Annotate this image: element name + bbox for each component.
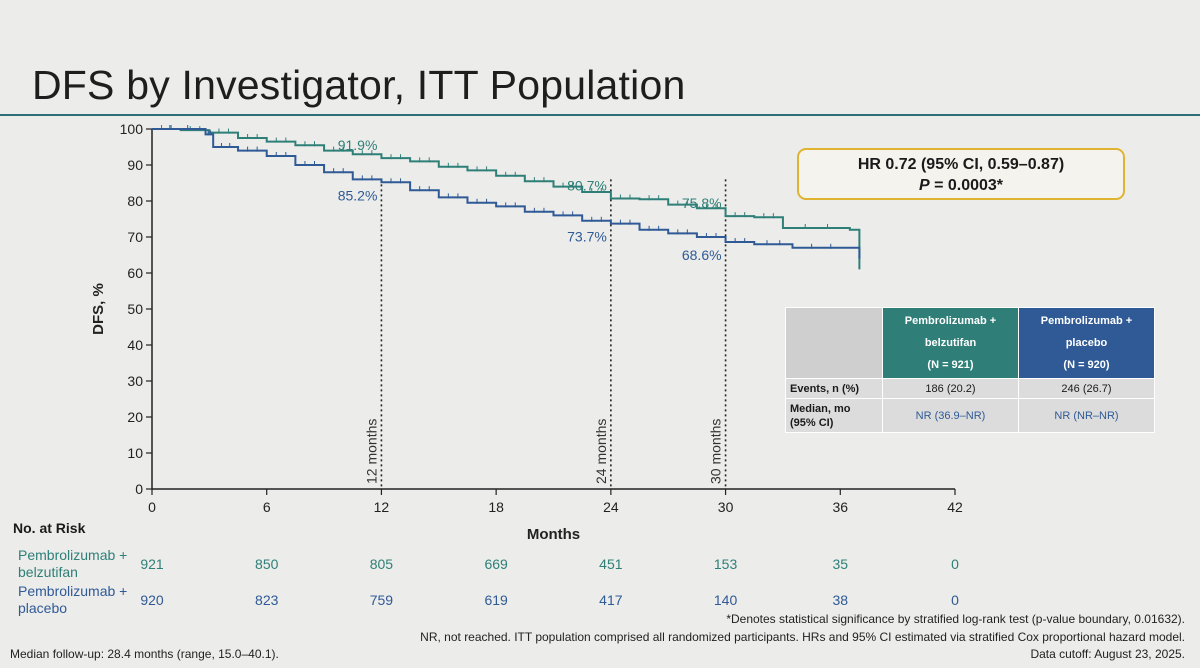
- median-label: Median, mo (95% CI): [785, 398, 883, 433]
- header-placebo: Pembrolizumab + placebo (N = 920): [1018, 307, 1155, 379]
- x-tick-label: 18: [488, 499, 504, 515]
- y-tick-label: 40: [127, 337, 143, 353]
- median-belzutifan: NR (36.9–NR): [882, 398, 1019, 433]
- at-risk-value: 38: [832, 592, 848, 608]
- table-corner: [785, 307, 883, 379]
- median-placebo: NR (NR–NR): [1018, 398, 1155, 433]
- at-risk-value: 0: [951, 592, 959, 608]
- footnote-significance: *Denotes statistical significance by str…: [726, 612, 1185, 626]
- at-risk-label-belzutifan: Pembrolizumab + belzutifan: [18, 547, 128, 580]
- title-rule: [0, 114, 1200, 116]
- y-axis-label: DFS, %: [90, 283, 107, 335]
- slide-title: DFS by Investigator, ITT Population: [32, 62, 686, 108]
- survival-rate-label: 73.7%: [567, 229, 607, 245]
- survival-rate-label: 68.6%: [682, 247, 722, 263]
- y-tick-label: 80: [127, 193, 143, 209]
- y-tick-label: 10: [127, 445, 143, 461]
- at-risk-title: No. at Risk: [13, 520, 86, 536]
- at-risk-value: 35: [832, 556, 848, 572]
- at-risk-values: 921 850 805 669 451 153 35 0 920 823 759 619 417 140 3…: [140, 556, 959, 608]
- at-risk-value: 451: [599, 556, 623, 572]
- y-tick-label: 50: [127, 301, 143, 317]
- survival-curve-belzutifan: [152, 128, 861, 270]
- y-tick-label: 100: [120, 121, 144, 137]
- y-tick-label: 60: [127, 265, 143, 281]
- at-risk-value: 921: [140, 556, 164, 572]
- at-risk-value: 619: [484, 592, 508, 608]
- x-tick-label: 24: [603, 499, 619, 515]
- stats-table: Pembrolizumab + belzutifan (N = 921) Pem…: [785, 307, 1155, 433]
- at-risk-value: 153: [714, 556, 738, 572]
- at-risk-value: 0: [951, 556, 959, 572]
- y-tick-label: 20: [127, 409, 143, 425]
- footnote-nr: NR, not reached. ITT population comprise…: [420, 630, 1185, 644]
- x-axis-label: Months: [527, 526, 580, 543]
- reference-line-label: 24 months: [593, 419, 609, 484]
- x-tick-label: 42: [947, 499, 963, 515]
- at-risk-value: 805: [370, 556, 394, 572]
- x-tick-label: 30: [718, 499, 734, 515]
- footnote-followup: Median follow-up: 28.4 months (range, 15…: [10, 647, 279, 661]
- survival-rate-label: 85.2%: [338, 187, 378, 203]
- x-tick-label: 6: [263, 499, 271, 515]
- p-value-line: P = 0.0003*: [918, 177, 1004, 194]
- survival-rate-label: 91.9%: [338, 137, 378, 153]
- curve-annotations: 91.9% 85.2% 80.7% 73.7% 75.8% 68.6%: [338, 137, 722, 263]
- reference-line-label: 12 months: [363, 419, 379, 484]
- y-tick-label: 0: [135, 481, 143, 497]
- at-risk-value: 823: [255, 592, 279, 608]
- at-risk-value: 140: [714, 592, 738, 608]
- events-placebo: 246 (26.7): [1018, 378, 1155, 399]
- at-risk-label-placebo: Pembrolizumab + placebo: [18, 583, 128, 616]
- reference-line-label: 30 months: [708, 419, 724, 484]
- header-belzutifan: Pembrolizumab + belzutifan (N = 921): [882, 307, 1019, 379]
- at-risk-value: 417: [599, 592, 623, 608]
- hr-line: HR 0.72 (95% CI, 0.59–0.87): [857, 156, 1065, 173]
- y-tick-label: 90: [127, 157, 143, 173]
- at-risk-value: 850: [255, 556, 279, 572]
- footnote-cutoff: Data cutoff: August 23, 2025.: [1030, 647, 1185, 661]
- at-risk-value: 759: [370, 592, 394, 608]
- hazard-ratio-box: HR 0.72 (95% CI, 0.59–0.87) P = 0.0003*: [797, 148, 1125, 200]
- chart-axes: 0 10 20 30 40 50 60 70 80 90 100 0 6 12 18 24 30 36 42 Mont…: [90, 121, 963, 543]
- at-risk-value: 920: [140, 592, 164, 608]
- survival-rate-label: 75.8%: [682, 195, 722, 211]
- events-label: Events, n (%): [785, 378, 883, 399]
- survival-curves: [152, 125, 861, 270]
- reference-lines: 12 months 24 months 30 months: [363, 179, 727, 489]
- y-tick-label: 70: [127, 229, 143, 245]
- survival-curve-placebo: [152, 128, 861, 259]
- y-tick-label: 30: [127, 373, 143, 389]
- events-belzutifan: 186 (20.2): [882, 378, 1019, 399]
- x-tick-label: 0: [148, 499, 156, 515]
- x-tick-label: 36: [832, 499, 848, 515]
- at-risk-value: 669: [484, 556, 508, 572]
- survival-rate-label: 80.7%: [567, 177, 607, 193]
- x-tick-label: 12: [374, 499, 390, 515]
